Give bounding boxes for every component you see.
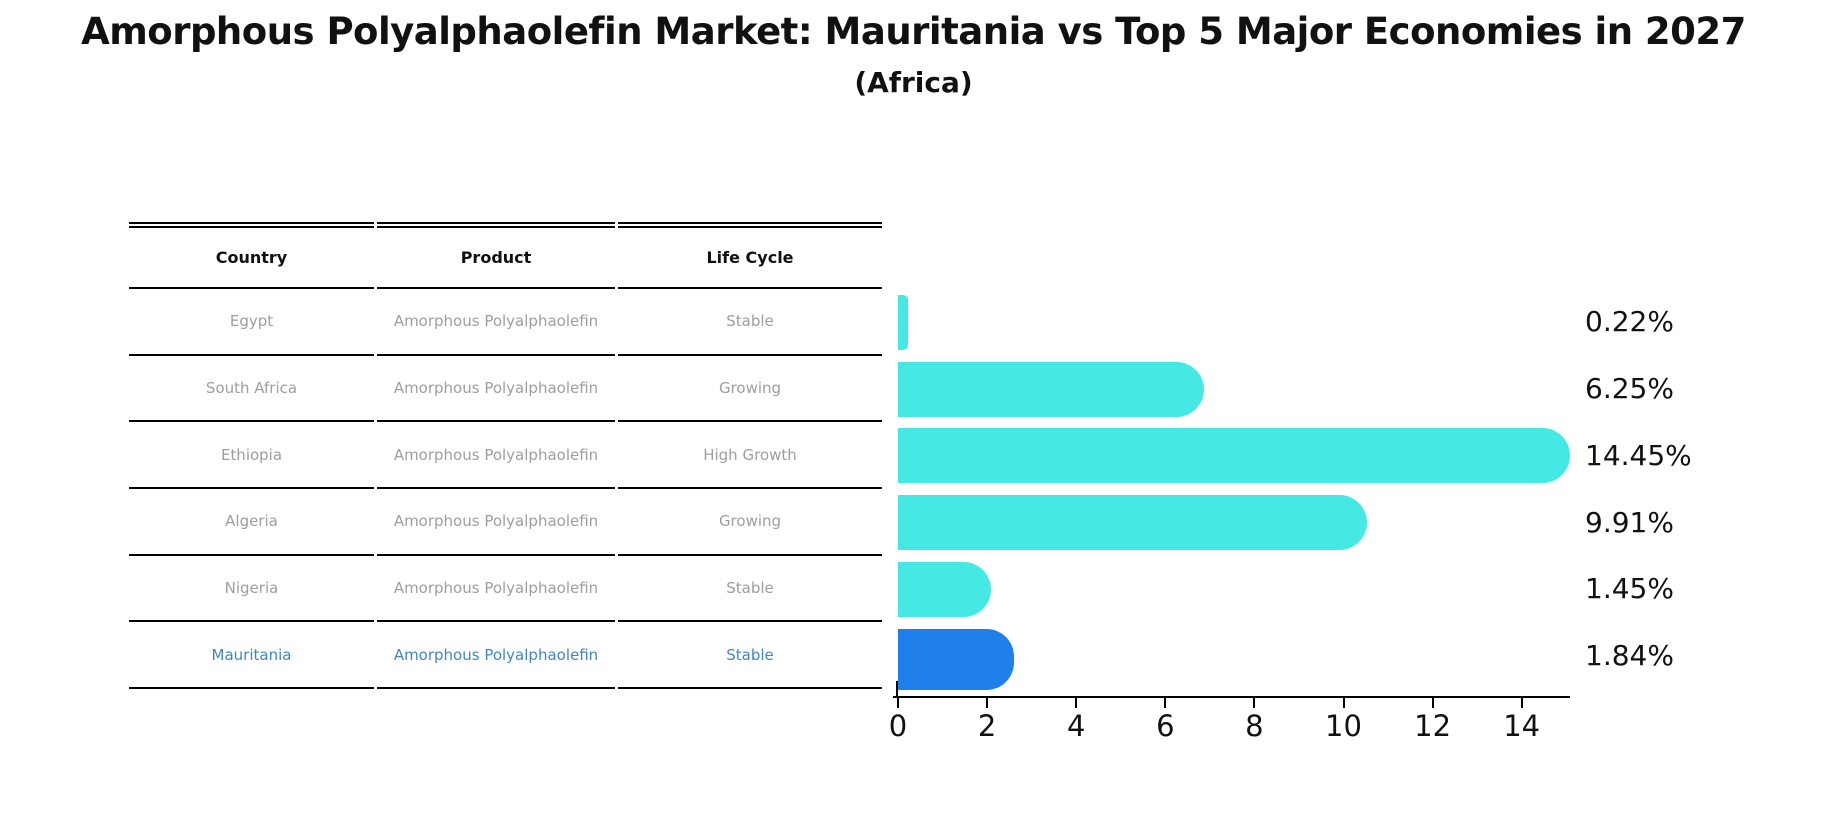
table-cell-life-cycle: Stable: [618, 622, 882, 690]
table-cell-country: Mauritania: [129, 622, 374, 690]
chart-title: Amorphous Polyalphaolefin Market: Maurit…: [81, 10, 1746, 53]
value-label: 1.84%: [1585, 639, 1674, 672]
value-label: 1.45%: [1585, 572, 1674, 606]
table-cell-country: Algeria: [129, 489, 374, 556]
table-cell-product: Amorphous Polyalphaolefin: [377, 622, 615, 690]
table-cell-life-cycle: Stable: [618, 289, 882, 356]
chart-subtitle: (Africa): [854, 66, 973, 99]
x-axis-tick: [897, 697, 899, 708]
x-axis-origin-stub: [896, 681, 898, 697]
table-cell-life-cycle: Stable: [618, 556, 882, 623]
value-label: 9.91%: [1585, 505, 1674, 539]
x-axis-tick-label: 14: [1503, 709, 1541, 743]
table-cell-product: Amorphous Polyalphaolefin: [377, 489, 615, 556]
x-axis-tick: [1520, 697, 1523, 708]
bar-nigeria: [898, 561, 991, 617]
bar-ethiopia: [898, 428, 1570, 484]
bar-highlight-mauritania: [898, 628, 1014, 690]
x-axis-tick: [1164, 697, 1167, 708]
x-axis-tick-label: 2: [977, 709, 997, 743]
x-axis-tick: [1342, 697, 1345, 708]
x-axis-tick: [986, 697, 989, 708]
country-table: Country Product Life Cycle Egypt Amorphou…: [129, 222, 882, 690]
value-label: 6.25%: [1585, 372, 1674, 406]
column-header-life-cycle: Life Cycle: [618, 222, 882, 289]
bar-egypt: [898, 294, 908, 350]
x-axis-tick-label: 4: [1066, 709, 1086, 743]
x-axis-line: [893, 696, 1570, 698]
table-cell-life-cycle: Growing: [618, 489, 882, 556]
x-axis-tick-label: 10: [1325, 709, 1362, 743]
x-axis-tick: [1075, 697, 1078, 708]
table-cell-country: Nigeria: [129, 556, 374, 623]
table-cell-product: Amorphous Polyalphaolefin: [377, 289, 615, 356]
bar-algeria: [898, 495, 1368, 551]
table-cell-life-cycle: Growing: [618, 356, 882, 423]
table-cell-life-cycle: High Growth: [618, 422, 882, 490]
bar-south-africa: [898, 361, 1205, 417]
x-axis-tick: [1253, 697, 1256, 708]
column-header-product: Product: [377, 222, 615, 289]
value-label: 14.45%: [1585, 438, 1692, 472]
value-label: 0.22%: [1585, 305, 1674, 339]
x-axis-tick-label: 8: [1245, 709, 1264, 743]
x-axis-tick-label: 6: [1156, 709, 1175, 743]
table-cell-country: Ethiopia: [129, 422, 374, 490]
x-axis-tick-label: 0: [888, 709, 908, 743]
x-axis-tick: [1431, 697, 1434, 708]
x-axis-tick-label: 12: [1414, 709, 1452, 743]
table-cell-product: Amorphous Polyalphaolefin: [377, 422, 615, 490]
table-cell-product: Amorphous Polyalphaolefin: [377, 556, 615, 623]
table-cell-country: Egypt: [129, 289, 374, 356]
column-header-country: Country: [129, 222, 374, 289]
table-cell-country: South Africa: [129, 356, 374, 423]
table-cell-product: Amorphous Polyalphaolefin: [377, 356, 615, 423]
